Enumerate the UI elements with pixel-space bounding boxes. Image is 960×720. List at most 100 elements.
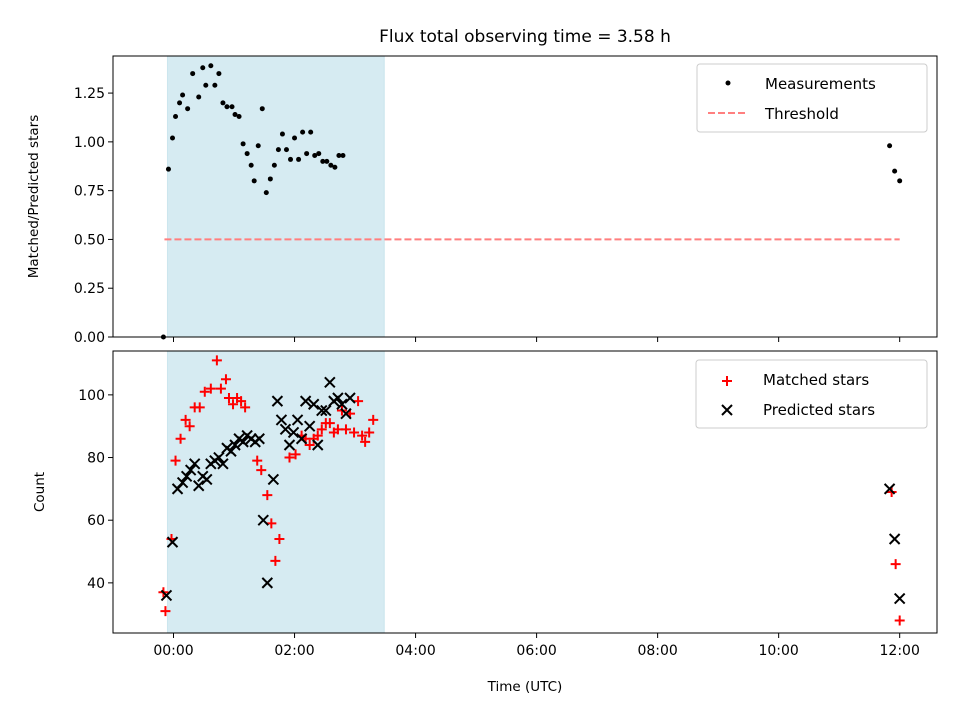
predicted-star-point [176,476,189,489]
matched-star-point [180,414,191,425]
measurement-point [240,141,246,147]
matched-star-point [211,355,222,366]
measurement-point [185,106,191,112]
measurement-point [328,162,334,168]
chart-title: Flux total observing time = 3.58 h [379,27,671,47]
measurement-point [316,151,322,157]
matched-star-point [228,399,239,410]
predicted-stars-points [160,376,906,605]
predicted-star-point [883,483,896,495]
y-tick-label: 40 [87,576,105,592]
predicted-star-point [275,414,288,426]
matched-star-point [360,436,371,447]
x-tick-label: 06:00 [516,643,556,659]
predicted-star-point [340,407,352,420]
predicted-star-point [253,433,265,445]
predicted-star-point [307,398,320,410]
predicted-star-point [267,473,280,486]
matched-star-point [324,418,335,429]
matched-star-point [236,396,247,407]
predicted-star-point [180,470,193,483]
predicted-star-point [193,480,205,492]
measurement-point [324,158,330,164]
legend-entry-matched-stars: Matched stars [763,371,869,389]
measurement-point [248,162,254,168]
measurement-point [897,178,903,184]
legend-entry-measurements: Measurements [765,75,876,93]
bottom-highlight-span [166,350,385,634]
predicted-star-point [184,464,197,476]
predicted-star-point [166,536,179,548]
measurement-point [887,143,893,149]
bottom-y-axis-label: Count [32,472,48,512]
bottom-y-ticks: 40 60 80 100 [78,388,113,592]
matched-star-point [160,606,171,617]
measurement-point [229,104,235,110]
measurement-point [279,131,285,137]
top-axes-frame [112,55,938,338]
matched-star-point [340,424,351,435]
matched-star-point [215,383,226,394]
matched-star-point [175,433,186,444]
x-tick-label: 02:00 [274,643,314,659]
x-tick-label: 04:00 [395,643,435,659]
matched-star-point [240,402,251,413]
matched-star-point [274,534,285,544]
measurement-point [336,153,342,159]
measurement-point [251,178,257,184]
measurement-point [170,135,176,141]
measurement-point [216,71,222,77]
measurement-point [220,100,226,106]
y-tick-label: 0.50 [74,232,105,248]
predicted-star-point [261,577,274,589]
bottom-panel: 40 60 80 100 00:00 02:00 04:00 06:00 08:00 10:00… [32,350,938,695]
matched-star-point [290,449,301,460]
predicted-star-point [271,395,284,407]
measurement-point [892,168,898,174]
measurement-point [340,153,346,159]
measurement-point [267,176,273,182]
y-tick-label: 60 [87,513,105,529]
legend-x-icon [721,404,733,416]
measurement-point [312,153,318,159]
predicted-star-point [237,436,249,448]
matched-star-point [368,414,379,425]
measurement-point [200,65,206,71]
measurement-point [308,129,314,135]
measurement-point [173,113,179,119]
measurement-point [271,162,277,168]
predicted-star-point [332,392,344,404]
predicted-star-point [312,439,324,451]
measurement-point [236,113,242,119]
measurement-point [275,147,281,153]
top-panel: 0.00 0.25 0.50 0.75 1.00 1.25 Flux total obse… [26,27,938,346]
top-y-ticks: 0.00 0.25 0.50 0.75 1.00 1.25 [74,86,113,346]
matched-star-point [256,465,267,476]
predicted-star-point [888,533,901,545]
y-tick-label: 1.25 [74,86,105,102]
predicted-star-point [324,376,336,389]
matched-star-point [184,421,195,432]
measurement-point [292,135,298,141]
matched-star-point [304,440,315,450]
legend-entry-threshold: Threshold [764,105,839,123]
legend-dot-icon [725,80,731,86]
legend-plus-icon [722,376,732,386]
predicted-star-point [217,458,229,470]
x-tick-label: 00:00 [153,643,193,659]
x-tick-label: 12:00 [880,643,920,659]
top-legend-box [696,63,928,133]
measurement-point [332,164,338,170]
matched-star-point [353,396,364,407]
predicted-star-point [344,392,356,404]
measurement-point [296,156,302,162]
bottom-x-ticks: 00:00 02:00 04:00 06:00 08:00 10:00 12:00 [153,633,920,659]
y-tick-label: 80 [87,451,105,467]
measurement-point [244,151,250,157]
legend-entry-predicted-stars: Predicted stars [763,401,875,419]
measurement-point [259,106,265,112]
top-highlight-span [166,55,385,338]
matched-star-point [194,402,205,413]
measurement-point [300,129,306,135]
measurement-point [255,143,261,149]
